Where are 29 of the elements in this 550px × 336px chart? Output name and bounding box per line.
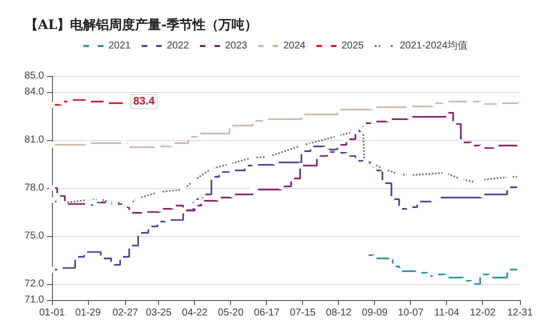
x-tick-label: 12-31	[507, 308, 534, 318]
x-tick-label: 05-20	[218, 308, 244, 318]
legend-label: 2023	[224, 40, 248, 52]
x-tick-label: 01-29	[75, 308, 102, 318]
x-tick-label: 09-09	[362, 308, 388, 318]
x-tick-label: 11-04	[434, 308, 460, 318]
x-tick-label: 07-15	[290, 308, 316, 318]
legend-label: 2022	[166, 40, 190, 52]
legend-label: 2025	[341, 40, 364, 52]
legend-label: 2021	[108, 40, 132, 52]
x-tick-label: 03-25	[146, 308, 172, 318]
y-tick-label: 75.0	[24, 230, 44, 242]
x-tick-label: 06-17	[254, 308, 280, 318]
x-tick-label: 01-01	[39, 308, 66, 318]
legend-label: 2021-2024均值	[400, 40, 468, 52]
y-tick-label: 78.0	[24, 182, 44, 194]
x-tick-label: 08-12	[326, 308, 352, 318]
x-tick-label: 04-22	[182, 308, 208, 318]
legend-label: 2024	[283, 40, 306, 52]
x-tick-label: 10-07	[398, 308, 424, 318]
x-tick-label: 02-27	[112, 308, 139, 318]
chart-title: 【AL】电解铝周度产量-季节性（万吨）	[25, 17, 258, 33]
y-tick-label: 72.0	[24, 278, 44, 290]
y-tick-label: 85.0	[24, 70, 44, 82]
y-tick-label: 81.0	[24, 134, 44, 146]
y-tick-label: 71.0	[24, 294, 44, 306]
x-tick-label: 12-02	[470, 308, 496, 318]
annotation: 83.4	[133, 96, 156, 108]
y-tick-label: 84.0	[24, 86, 44, 98]
